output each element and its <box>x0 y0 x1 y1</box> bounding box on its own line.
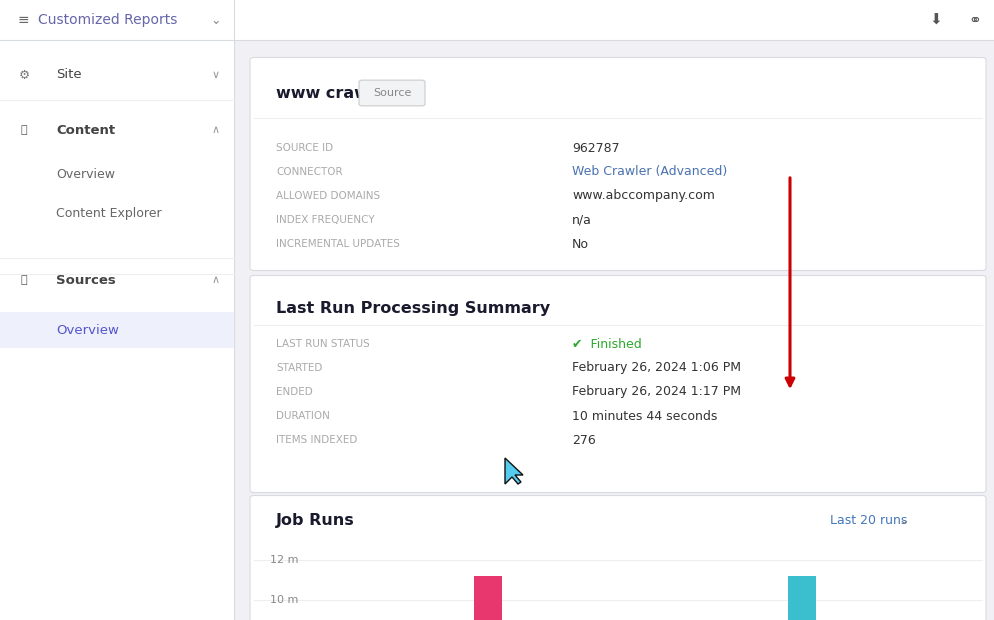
FancyBboxPatch shape <box>474 576 502 620</box>
FancyBboxPatch shape <box>250 58 986 270</box>
Text: Web Crawler (Advanced): Web Crawler (Advanced) <box>572 166 728 179</box>
Text: ⬛: ⬛ <box>21 125 27 135</box>
Text: ⬛: ⬛ <box>21 275 27 285</box>
Text: ∧: ∧ <box>212 125 220 135</box>
Text: ⌄: ⌄ <box>898 513 909 526</box>
FancyBboxPatch shape <box>0 0 994 40</box>
Text: Content: Content <box>56 123 115 136</box>
Text: 276: 276 <box>572 433 595 446</box>
Text: No: No <box>572 237 589 250</box>
Text: 10 m: 10 m <box>270 595 298 605</box>
Text: Job Runs: Job Runs <box>276 513 355 528</box>
Text: INDEX FREQUENCY: INDEX FREQUENCY <box>276 215 375 225</box>
Text: ⌄: ⌄ <box>210 14 221 27</box>
FancyBboxPatch shape <box>0 312 234 348</box>
Text: Customized Reports: Customized Reports <box>38 13 177 27</box>
Text: ✔  Finished: ✔ Finished <box>572 337 642 350</box>
Text: Content Explorer: Content Explorer <box>56 206 162 219</box>
FancyBboxPatch shape <box>250 495 986 620</box>
Text: DURATION: DURATION <box>276 411 330 421</box>
Text: ENDED: ENDED <box>276 387 313 397</box>
Text: ∧: ∧ <box>212 275 220 285</box>
Text: ALLOWED DOMAINS: ALLOWED DOMAINS <box>276 191 380 201</box>
Text: Overview: Overview <box>56 324 119 337</box>
Text: n/a: n/a <box>572 213 591 226</box>
Text: ⬇: ⬇ <box>929 12 942 27</box>
FancyBboxPatch shape <box>359 80 425 106</box>
Text: STARTED: STARTED <box>276 363 322 373</box>
Text: LAST RUN STATUS: LAST RUN STATUS <box>276 339 370 349</box>
Text: ITEMS INDEXED: ITEMS INDEXED <box>276 435 358 445</box>
Text: CONNECTOR: CONNECTOR <box>276 167 343 177</box>
FancyBboxPatch shape <box>0 40 234 620</box>
Text: Last 20 runs: Last 20 runs <box>830 513 908 526</box>
Text: Overview: Overview <box>56 169 115 182</box>
Text: Site: Site <box>56 68 82 81</box>
Text: ⚙: ⚙ <box>18 68 30 81</box>
Text: 10 minutes 44 seconds: 10 minutes 44 seconds <box>572 409 718 422</box>
Polygon shape <box>505 458 523 484</box>
Text: 12 m: 12 m <box>270 555 298 565</box>
Text: ≡: ≡ <box>18 13 30 27</box>
Text: www.abccompany.com: www.abccompany.com <box>572 190 715 203</box>
Text: ⚭: ⚭ <box>968 12 981 27</box>
Text: SOURCE ID: SOURCE ID <box>276 143 333 153</box>
Text: February 26, 2024 1:17 PM: February 26, 2024 1:17 PM <box>572 386 741 399</box>
FancyBboxPatch shape <box>250 275 986 492</box>
Text: Last Run Processing Summary: Last Run Processing Summary <box>276 301 550 316</box>
Text: February 26, 2024 1:06 PM: February 26, 2024 1:06 PM <box>572 361 741 374</box>
Text: INCREMENTAL UPDATES: INCREMENTAL UPDATES <box>276 239 400 249</box>
Text: 962787: 962787 <box>572 141 619 154</box>
FancyBboxPatch shape <box>788 576 816 620</box>
Text: www crawler: www crawler <box>276 86 394 100</box>
Text: Source: Source <box>373 88 412 98</box>
Text: ∨: ∨ <box>212 70 220 80</box>
Text: Sources: Sources <box>56 273 115 286</box>
